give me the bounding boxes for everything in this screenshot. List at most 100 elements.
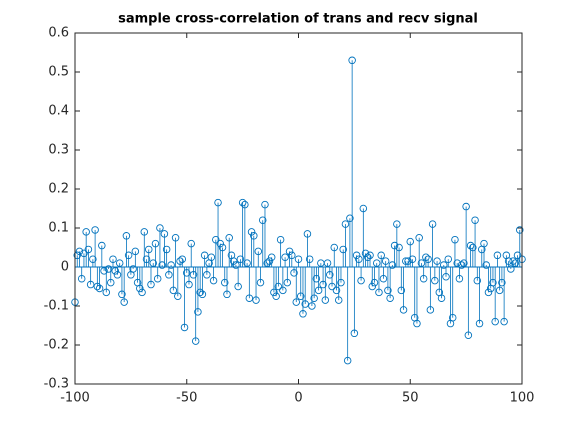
- stem-marker: [484, 288, 493, 297]
- stem-marker: [419, 274, 428, 283]
- stem-marker: [480, 239, 488, 248]
- stem-marker: [131, 247, 140, 256]
- stem-marker: [100, 267, 108, 275]
- stem-marker: [102, 288, 111, 297]
- stem-marker: [296, 292, 305, 301]
- stem-marker: [245, 294, 254, 302]
- stem-marker: [424, 255, 432, 263]
- stem-marker: [471, 216, 479, 224]
- stem-marker: [343, 356, 352, 365]
- stem-marker: [433, 257, 441, 265]
- stem-marker: [328, 282, 336, 291]
- stem-marker: [460, 259, 468, 267]
- stem-marker: [147, 280, 155, 289]
- stem-marker: [180, 323, 189, 332]
- stem-marker: [142, 255, 151, 263]
- stem-marker: [390, 241, 399, 250]
- y-tick-label: 0.5: [48, 65, 69, 80]
- stem-marker: [355, 255, 363, 263]
- stem-marker: [498, 278, 506, 287]
- stem-marker: [196, 288, 204, 297]
- stem-marker: [292, 298, 301, 306]
- stem-marker: [176, 257, 184, 265]
- stem-marker: [462, 202, 470, 211]
- stem-marker: [203, 271, 211, 279]
- stem-marker: [93, 282, 102, 291]
- stem-marker: [437, 294, 446, 302]
- stem-marker: [247, 228, 256, 236]
- stem-marker: [493, 251, 502, 260]
- stem-marker: [279, 286, 287, 295]
- stem-marker: [451, 235, 459, 244]
- stem-marker: [303, 230, 312, 238]
- stem-marker: [185, 280, 193, 289]
- stem-marker: [285, 247, 294, 256]
- stem-marker: [507, 265, 515, 273]
- stem-marker: [234, 282, 242, 291]
- stem-marker: [444, 255, 452, 263]
- stem-marker: [422, 253, 430, 261]
- stem-marker: [364, 253, 372, 261]
- stem-marker: [464, 331, 473, 340]
- stem-marker: [408, 255, 417, 263]
- stem-marker: [109, 255, 117, 263]
- stem-marker: [511, 259, 520, 267]
- y-tick-label: -0.1: [44, 299, 69, 314]
- stem-marker: [334, 296, 343, 304]
- stem-marker: [388, 261, 397, 269]
- plot-area: [75, 33, 522, 384]
- stem-marker: [272, 292, 280, 301]
- stem-marker: [368, 282, 377, 291]
- stem-marker: [209, 276, 218, 285]
- stem-marker: [491, 317, 499, 326]
- stem-marker: [218, 243, 227, 252]
- stem-marker: [495, 286, 504, 295]
- stem-marker: [256, 278, 265, 287]
- stem-marker: [263, 259, 271, 267]
- stem-marker: [129, 265, 137, 273]
- stem-marker: [250, 232, 258, 240]
- stem-marker: [426, 306, 435, 314]
- stem-marker: [236, 255, 245, 263]
- stem-marker: [372, 259, 381, 267]
- stem-marker: [167, 261, 175, 269]
- stem-marker: [80, 249, 88, 258]
- stem-marker: [274, 282, 283, 291]
- y-tick-label: -0.2: [44, 338, 69, 353]
- stem-marker: [357, 276, 365, 285]
- stem-marker: [120, 298, 128, 306]
- stem-marker: [98, 241, 106, 250]
- stem-marker: [232, 261, 240, 269]
- stem-marker: [187, 239, 195, 248]
- stem-marker: [406, 237, 415, 246]
- chart-title: sample cross-correlation of trans and re…: [118, 12, 478, 27]
- stem-marker: [299, 310, 307, 318]
- x-tick-label: 100: [510, 391, 535, 406]
- stem-marker: [189, 271, 198, 279]
- stem-marker: [207, 253, 216, 261]
- y-tick-label: -0.3: [44, 377, 69, 392]
- stem-marker: [178, 255, 187, 263]
- stem-marker: [86, 280, 95, 289]
- stem-marker: [111, 267, 119, 275]
- stem-marker: [136, 284, 144, 293]
- stem-marker: [326, 271, 334, 279]
- stem-marker: [124, 251, 133, 260]
- stem-marker: [312, 274, 321, 283]
- stem-marker: [516, 226, 524, 234]
- stem-marker: [448, 313, 457, 322]
- x-tick-label: -50: [176, 391, 197, 406]
- stem-marker: [500, 317, 508, 326]
- stem-marker: [509, 257, 517, 265]
- stem-marker: [158, 261, 166, 269]
- stem-marker: [122, 232, 131, 240]
- stem-marker: [361, 249, 370, 258]
- stem-marker: [305, 255, 314, 263]
- stem-marker: [229, 257, 238, 265]
- stem-marker: [198, 290, 207, 299]
- stem-marker: [156, 224, 164, 232]
- stem-marker: [220, 278, 229, 287]
- stem-marker: [191, 337, 200, 345]
- stem-marker: [440, 261, 448, 269]
- stem-marker: [216, 239, 225, 248]
